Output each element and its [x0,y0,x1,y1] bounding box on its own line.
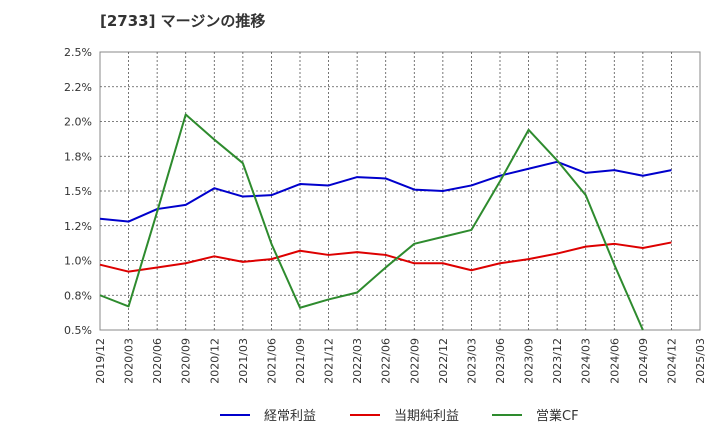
x-tick-label: 2020/06 [151,338,164,384]
x-tick-label: 2022/06 [380,338,393,384]
x-tick-label: 2020/12 [208,338,221,384]
x-tick-label: 2024/06 [608,338,621,384]
y-tick-label: 1.5% [64,185,92,198]
x-tick-label: 2022/09 [408,338,421,384]
x-tick-label: 2023/09 [523,338,536,384]
x-tick-label: 2023/03 [465,338,478,384]
x-tick-label: 2022/12 [437,338,450,384]
y-tick-label: 2.5% [64,46,92,59]
x-tick-label: 2019/12 [94,338,107,384]
x-tick-label: 2024/12 [665,338,678,384]
x-tick-label: 2021/06 [265,338,278,384]
x-axis-ticks: 2019/12 2020/03 2020/06 2020/09 2020/12 2021/… [94,338,707,384]
legend-label: 営業CF [536,408,579,424]
x-tick-label: 2024/03 [580,338,593,384]
series-line [99,241,672,273]
y-tick-label: 1.8% [64,150,92,163]
x-tick-label: 2021/03 [237,338,250,384]
x-tick-label: 2023/12 [551,338,564,384]
series-lines [99,113,672,331]
series-line [99,160,672,223]
y-tick-label: 1.2% [64,220,92,233]
x-tick-label: 2021/09 [294,338,307,384]
series-line [99,113,644,331]
chart-title: [2733] マージンの推移 [100,12,265,30]
y-tick-label: 1.0% [64,255,92,268]
x-tick-label: 2020/09 [180,338,193,384]
legend-label: 当期純利益 [394,409,459,424]
legend: 経常利益 当期純利益 営業CF [220,408,579,424]
x-tick-label: 2025/03 [694,338,707,384]
x-tick-label: 2022/03 [351,338,364,384]
x-tick-label: 2023/06 [494,338,507,384]
y-axis-ticks: 0.5% 0.8% 1.0% 1.2% 1.5% 1.8% 2.0% 2.2% 2.5% [64,46,92,337]
legend-label: 経常利益 [264,409,316,424]
y-tick-label: 0.5% [64,324,92,337]
x-tick-label: 2024/09 [637,338,650,384]
y-tick-label: 2.2% [64,81,92,94]
y-tick-label: 0.8% [64,289,92,302]
x-tick-label: 2021/12 [323,338,336,384]
y-tick-label: 2.0% [64,116,92,129]
x-tick-label: 2020/03 [123,338,136,384]
